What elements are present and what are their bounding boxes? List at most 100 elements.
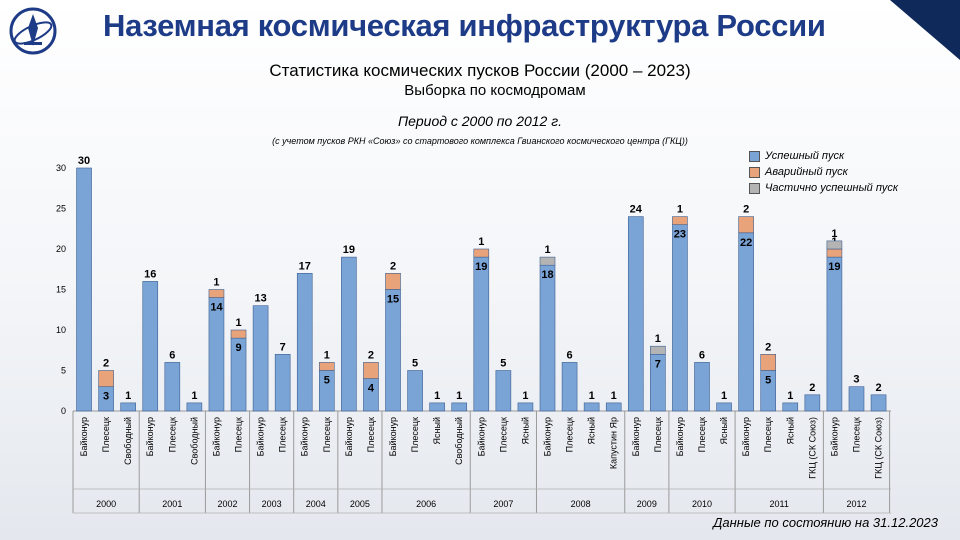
bar-segment [429,402,445,412]
y-tick-label: 10 [56,325,66,335]
x-tick-label: ГКЦ (СК Союз) [874,417,884,479]
legend-swatch-success [749,150,760,162]
legend-swatch-failure [749,166,760,178]
legend-item-failure: Аварийный пуск [749,164,898,180]
bar-segment [164,362,181,412]
x-tick-label: Плесецк [851,417,861,452]
legend-label-failure: Аварийный пуск [765,166,848,178]
bar-segment [319,362,335,371]
bar-segment [495,370,512,412]
bar-segment [760,353,777,371]
x-tick-label: Байконур [211,417,221,456]
year-label: 2001 [162,499,182,509]
data-label: 1 [544,244,550,256]
x-tick-label: Плесецк [167,417,177,452]
legend-label-success: Успешный пуск [765,150,845,162]
data-label: 14 [210,302,223,314]
bar-segment [672,216,688,226]
bar-segment [274,353,291,412]
legend-item-partial: Частично успешный пуск [749,180,898,196]
x-tick-label: Свободный [189,417,199,465]
data-label: 1 [721,390,727,402]
data-label: 6 [567,349,573,361]
bar-segment [76,167,92,412]
x-tick-label: Плесецк [565,417,575,452]
bar-segment [870,394,887,412]
data-label: 5 [412,358,418,370]
data-label: 30 [78,155,90,167]
bar-segment [120,402,136,412]
bar-segment [407,370,423,412]
x-tick-label: Байконур [675,417,685,456]
x-tick-label: Ясный [587,417,597,444]
x-tick-label: Плесецк [101,417,111,452]
x-tick-label: Байконур [300,417,310,456]
year-label: 2003 [262,499,282,509]
bar-segment [826,248,843,258]
x-tick-label: Плесецк [278,417,288,452]
year-label: 2002 [217,499,237,509]
period-label: Период с 2000 по 2012 г. [397,113,563,129]
chart-note: (с учетом пусков РКН «Союз» со стартовог… [272,136,688,146]
x-tick-label: Плесецк [322,417,332,452]
x-tick-label: Байконур [829,417,839,456]
x-tick-label: Плесецк [763,417,773,452]
year-label: 2008 [571,499,591,509]
bar-segment [230,329,247,339]
data-label: 1 [831,228,837,240]
page-title: Наземная космическая инфраструктура Росс… [103,8,826,43]
data-label: 2 [809,382,815,394]
data-label: 6 [699,349,705,361]
data-label: 1 [191,390,197,402]
bar-segment [716,402,732,412]
data-label: 9 [235,342,241,354]
x-tick-label: Капустин Яр [609,417,619,469]
x-tick-label: Ясный [719,417,729,444]
data-label: 15 [387,294,399,306]
y-tick-label: 30 [56,163,66,173]
x-tick-label: Плесецк [653,417,663,452]
bar-segment [738,216,754,234]
x-tick-label: Ясный [785,417,795,444]
x-tick-label: Свободный [454,417,464,465]
data-label: 18 [541,269,553,281]
data-label: 3 [853,374,859,386]
chart-subtitle-2: Выборка по космодромам [404,82,586,99]
year-label: 2009 [637,499,657,509]
data-label: 4 [368,383,375,395]
data-label: 2 [875,382,881,394]
data-label: 2 [765,341,771,353]
bar-segment [363,362,379,379]
data-label: 2 [103,358,109,370]
bar-segment [804,394,821,412]
x-tick-label: Свободный [123,417,133,465]
bar-segment [341,256,357,412]
x-tick-label: Плесецк [410,417,420,452]
data-label: 1 [655,333,661,345]
bar-segment [672,224,688,412]
data-label: 23 [674,229,686,241]
data-label: 13 [254,293,266,305]
data-label: 1 [456,390,462,402]
x-tick-label: Байконур [543,417,553,456]
x-tick-label: Байконур [344,417,354,456]
data-label: 16 [144,268,156,280]
year-label: 2007 [493,499,513,509]
x-tick-label: Байконур [256,417,266,456]
chart-legend: Успешный пуск Аварийный пуск Частично ус… [749,148,898,196]
data-label: 1 [522,390,528,402]
bar-segment [473,256,490,412]
data-label: 3 [103,391,109,403]
data-label: 1 [677,204,683,216]
bar-segment [583,402,600,412]
x-tick-label: Байконур [631,417,641,456]
data-label: 24 [630,204,643,216]
x-tick-label: Байконур [79,417,89,456]
bar-segment [539,264,556,412]
y-tick-label: 0 [61,406,66,416]
x-tick-label: Плесецк [498,417,508,452]
y-tick-label: 5 [61,366,66,376]
year-label: 2011 [770,499,789,509]
footer-note: Данные по состоянию на 31.12.2023 [713,515,938,530]
